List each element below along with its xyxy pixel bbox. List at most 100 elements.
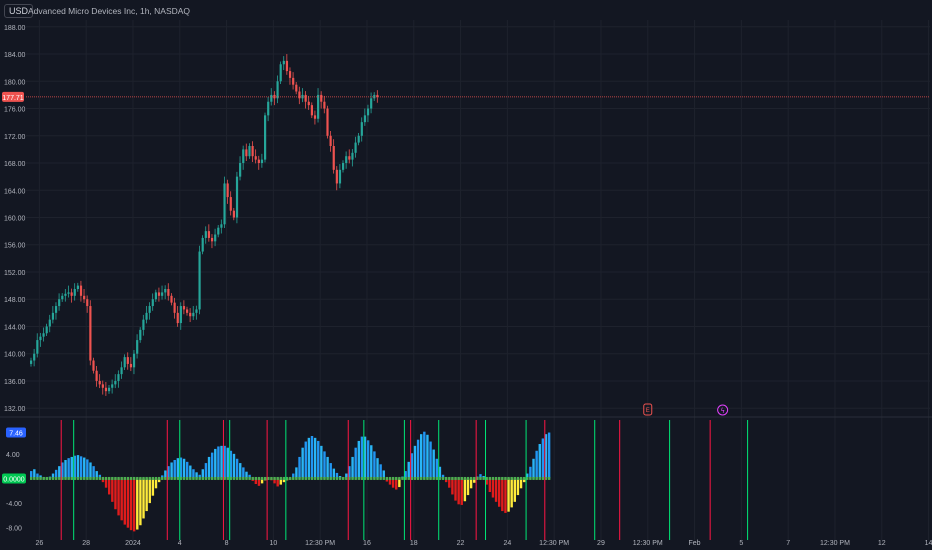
- osc-zero-dot: [413, 476, 417, 480]
- osc-zero-dot: [301, 476, 304, 480]
- candle-body: [370, 98, 373, 109]
- currency-button[interactable]: USD: [4, 4, 34, 18]
- osc-zero-dot: [326, 476, 329, 480]
- candle-body: [295, 84, 298, 92]
- osc-zero-dot: [198, 476, 201, 480]
- osc-histogram-bar: [108, 478, 111, 495]
- osc-histogram-bar: [441, 474, 445, 479]
- candle-body: [214, 234, 217, 242]
- osc-zero-dot: [186, 476, 189, 480]
- osc-zero-dot: [485, 476, 488, 480]
- candle-body: [64, 293, 67, 296]
- candle-body: [132, 353, 136, 368]
- price-tick-label: 164.00: [4, 188, 26, 195]
- candle-body: [317, 94, 320, 119]
- candle-body: [204, 231, 207, 238]
- osc-histogram-bar: [170, 462, 173, 479]
- osc-histogram-bar: [504, 478, 507, 513]
- osc-histogram-bar: [173, 460, 176, 479]
- osc-histogram-bar: [79, 456, 83, 479]
- osc-zero-dot: [298, 476, 301, 480]
- osc-value-label: 7.46: [9, 431, 23, 438]
- osc-zero-dot: [410, 476, 414, 480]
- osc-zero-dot: [260, 476, 264, 480]
- osc-histogram-bar: [357, 440, 360, 479]
- osc-zero-dot: [401, 476, 404, 480]
- osc-zero-dot: [104, 476, 108, 480]
- osc-histogram-bar: [426, 434, 429, 479]
- osc-histogram-bar: [460, 478, 463, 505]
- osc-zero-dot: [242, 476, 245, 480]
- osc-histogram-bar: [120, 478, 123, 521]
- candle-body: [329, 135, 332, 146]
- osc-histogram-bar: [117, 478, 120, 516]
- price-tick-label: 184.00: [4, 52, 26, 59]
- candle-body: [164, 289, 167, 293]
- osc-zero-badge: [2, 473, 26, 484]
- osc-histogram-bar: [363, 436, 367, 479]
- candle-body: [70, 292, 73, 296]
- osc-histogram-bar: [519, 478, 523, 489]
- osc-histogram-bar: [320, 445, 323, 479]
- osc-histogram-bar: [373, 451, 376, 479]
- candle-body: [335, 169, 338, 184]
- osc-tick-label: -8.00: [6, 526, 22, 533]
- osc-histogram-bar: [348, 466, 351, 479]
- osc-zero-dot: [239, 476, 242, 480]
- osc-histogram-bar: [407, 461, 410, 479]
- price-tick-label: 140.00: [4, 352, 26, 359]
- osc-histogram-bar: [273, 478, 276, 484]
- osc-histogram-bar: [195, 472, 198, 479]
- time-tick-label: 26: [35, 540, 43, 547]
- candle-body: [260, 159, 264, 164]
- candle-body: [270, 94, 273, 102]
- osc-zero-dot: [513, 476, 516, 480]
- osc-histogram-bar: [242, 467, 245, 479]
- osc-histogram-bar: [201, 469, 204, 479]
- osc-histogram-bar: [276, 478, 279, 487]
- osc-histogram-bar: [410, 453, 414, 479]
- osc-zero-dot: [357, 476, 360, 480]
- candle-body: [232, 210, 235, 218]
- candle-body: [348, 156, 351, 160]
- osc-zero-dot: [111, 476, 114, 480]
- time-tick-label: 12:30 PM: [633, 540, 663, 547]
- candle-body: [148, 306, 151, 313]
- osc-histogram-bar: [95, 471, 98, 479]
- osc-zero-dot: [519, 476, 523, 480]
- osc-zero-dot: [182, 476, 186, 480]
- osc-histogram-bar: [239, 463, 242, 479]
- osc-histogram-bar: [30, 471, 33, 479]
- candle-body: [179, 306, 182, 324]
- osc-histogram-bar: [176, 458, 180, 479]
- osc-tick-label: -4.00: [6, 501, 22, 508]
- osc-zero-dot: [273, 476, 276, 480]
- osc-zero-dot: [538, 476, 541, 480]
- osc-histogram-bar: [217, 446, 220, 479]
- osc-zero-dot: [498, 476, 501, 480]
- osc-histogram-bar: [451, 478, 454, 495]
- osc-zero-dot: [547, 476, 551, 480]
- time-tick-label: 4: [178, 540, 182, 547]
- osc-histogram-bar: [161, 475, 164, 479]
- time-tick-label: 28: [82, 540, 90, 547]
- osc-histogram-bar: [388, 478, 392, 485]
- candle-body: [251, 145, 254, 157]
- osc-zero-dot: [473, 476, 476, 480]
- osc-zero-dot: [120, 476, 123, 480]
- price-tick-label: 132.00: [4, 406, 26, 413]
- osc-histogram-bar: [198, 474, 201, 479]
- osc-histogram-bar: [526, 473, 529, 479]
- candle-body: [195, 309, 198, 313]
- candle-body: [217, 227, 220, 235]
- osc-zero-dot: [30, 476, 33, 480]
- osc-zero-dot: [67, 476, 70, 480]
- price-tick-label: 148.00: [4, 297, 26, 304]
- candle-body: [264, 115, 267, 160]
- osc-zero-dot: [544, 476, 548, 480]
- osc-histogram-bar: [457, 478, 460, 505]
- osc-histogram-bar: [73, 455, 77, 479]
- osc-zero-dot: [267, 476, 270, 480]
- dividend-icon: [717, 404, 729, 416]
